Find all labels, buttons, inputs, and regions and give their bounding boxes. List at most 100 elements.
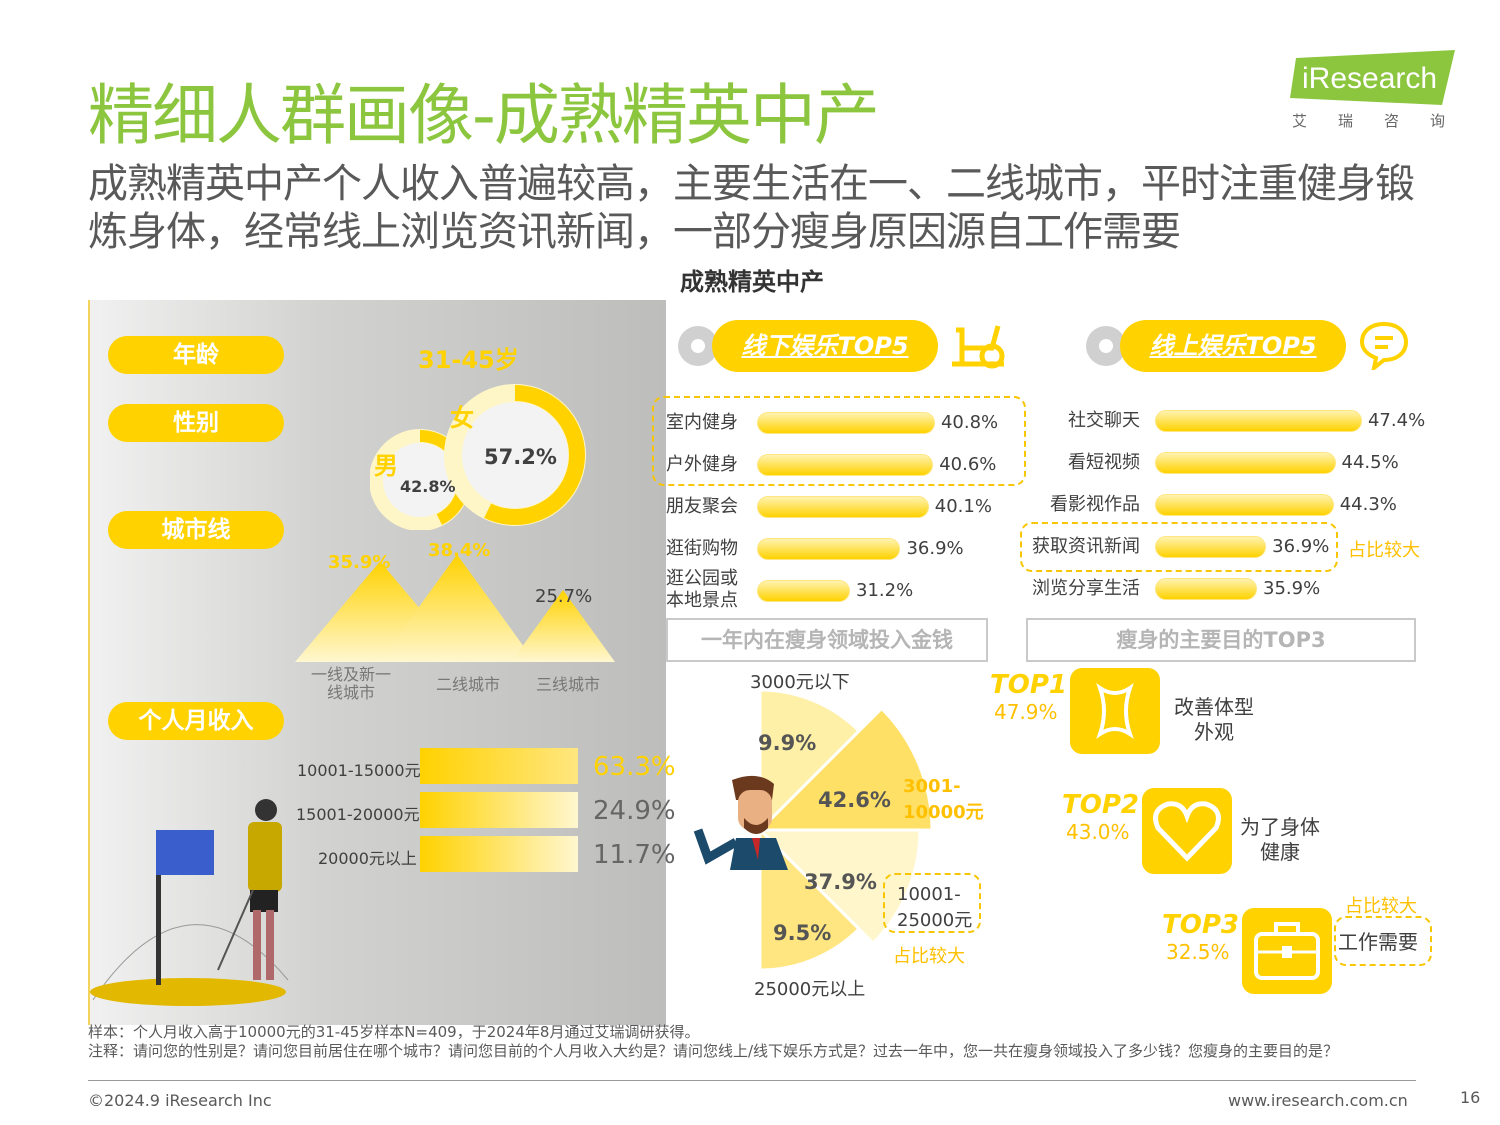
purpose-section-title: 瘦身的主要目的TOP3 [1026, 618, 1416, 662]
male-value: 42.8% [400, 477, 456, 496]
entertainment-bar [1155, 452, 1336, 474]
pie-category-label: 3001- 10000元 [903, 776, 984, 823]
entertainment-label: 逛公园或 本地景点 [666, 568, 738, 611]
entertainment-label: 户外健身 [666, 454, 738, 475]
income-category-label: 10001-15000元 [297, 761, 421, 780]
entertainment-bar [1155, 578, 1257, 600]
body-shape-icon [1070, 668, 1160, 754]
sample-note: 样本：个人月收入高于10000元的31-45岁样本N=409，于2024年8月通… [88, 1023, 700, 1041]
entertainment-value: 31.2% [856, 580, 914, 601]
purpose-rank: TOP3 [1162, 910, 1239, 940]
online-highlight-box [1020, 522, 1338, 572]
page-title: 精细人群画像-成熟精英中产 [88, 77, 880, 154]
city-chart [295, 554, 615, 662]
income-category-label: 20000元以上 [318, 849, 417, 868]
pie-slice-0 [758, 688, 862, 834]
heart-icon [1142, 788, 1232, 874]
purpose-value: 32.5% [1166, 940, 1230, 964]
entertainment-value: 36.9% [906, 538, 964, 559]
entertainment-value: 40.8% [940, 412, 999, 433]
female-label: 女 [450, 404, 474, 432]
income-value-label: 11.7% [593, 840, 676, 870]
businessman-illustration [693, 775, 788, 870]
spend-section-title: 一年内在瘦身领域投入金钱 [666, 618, 988, 662]
age-value: 31-45岁 [418, 346, 519, 374]
income-bar [420, 836, 578, 872]
entertainment-value: 35.9% [1263, 578, 1321, 599]
pie-value-label: 9.5% [773, 921, 832, 945]
purpose-value: 47.9% [994, 700, 1058, 724]
purpose-label: 改善体型 外观 [1174, 695, 1254, 744]
chat-bubble-icon [1359, 321, 1409, 370]
pie-slice-2 [756, 828, 922, 946]
entertainment-label: 看影视作品 [1050, 494, 1140, 515]
tab-online: 线上娱乐TOP5 [1120, 320, 1346, 372]
offline-highlight-box [652, 396, 1026, 486]
entertainment-bar [757, 412, 935, 434]
logo-cn: 艾瑞咨询 [1292, 112, 1477, 130]
income-category-label: 15001-20000元 [296, 805, 420, 824]
spend-highlight-box [883, 873, 981, 933]
pie-value-label: 37.9% [804, 870, 877, 894]
entertainment-value: 44.5% [1341, 452, 1399, 473]
svg-text:iResearch: iResearch [1302, 62, 1437, 95]
footer-divider [88, 1080, 1416, 1081]
city-value-label: 35.9% [328, 552, 391, 573]
city-category-label: 三线城市 [535, 675, 600, 694]
entertainment-label: 室内健身 [666, 412, 738, 433]
city-value-label: 25.7% [535, 586, 593, 607]
page-number: 16 [1460, 1088, 1481, 1107]
city-value-label: 38.4% [428, 540, 491, 561]
city-category-label: 二线城市 [435, 675, 500, 694]
entertainment-bar [1155, 536, 1267, 558]
tab-offline: 线下娱乐TOP5 [712, 320, 938, 372]
website-url: www.iresearch.com.cn [1228, 1091, 1408, 1110]
iresearch-logo: iResearch [1290, 50, 1455, 105]
entertainment-label: 社交聊天 [1068, 410, 1140, 431]
entertainment-label: 获取资讯新闻 [1032, 536, 1140, 557]
pill-city: 城市线 [108, 511, 284, 549]
pie-value-label: 42.6% [818, 788, 891, 812]
offline-disc-icon [678, 326, 718, 366]
pie-value-label: 9.9% [758, 731, 817, 755]
entertainment-bar [757, 580, 850, 602]
entertainment-bar [1155, 494, 1334, 516]
pill-gender: 性别 [108, 404, 284, 442]
spend-note: 占比较大 [893, 946, 965, 967]
city-mountain-1 [379, 554, 535, 662]
briefcase-icon [1242, 908, 1332, 994]
entertainment-value: 36.9% [1272, 536, 1330, 557]
entertainment-label: 看短视频 [1068, 452, 1140, 473]
pie-category-label: 3000元以下 [750, 672, 850, 693]
purpose-label: 为了身体 健康 [1240, 815, 1320, 864]
golfer-illustration [90, 799, 289, 1006]
income-value-label: 24.9% [593, 796, 676, 826]
pie-category-label: 25000元以上 [754, 979, 866, 1000]
male-label: 男 [374, 452, 398, 480]
spend-pie-chart [756, 688, 934, 972]
income-bar [420, 792, 578, 828]
online-disc-icon [1086, 326, 1126, 366]
page-subtitle: 成熟精英中产个人收入普遍较高，主要生活在一、二线城市，平时注重健身锻炼身体，经常… [88, 161, 1415, 255]
entertainment-value: 40.6% [939, 454, 997, 475]
pie-slice-1 [756, 706, 934, 832]
entertainment-value: 40.1% [934, 496, 992, 517]
purpose-note: 占比较大 [1345, 896, 1417, 917]
purpose-highlight-box [1334, 916, 1432, 966]
footnote: 注释：请问您的性别是？请问您目前居住在哪个城市？请问您目前的个人月收入大约是？请… [88, 1042, 1339, 1060]
entertainment-bar [1155, 410, 1362, 432]
income-value-label: 63.3% [593, 752, 676, 782]
gender-rings [370, 384, 586, 530]
entertainment-bar [757, 496, 929, 518]
city-category-label: 一线及新一线城市 [310, 665, 391, 702]
entertainment-bar [757, 538, 901, 560]
purpose-rank: TOP2 [1062, 790, 1139, 820]
pill-income: 个人月收入 [108, 702, 284, 740]
entertainment-value: 44.3% [1339, 494, 1397, 515]
female-ring-fill [445, 385, 585, 525]
purpose-rank: TOP1 [990, 670, 1067, 700]
section-title: 成熟精英中产 [680, 268, 824, 296]
online-note: 占比较大 [1348, 540, 1420, 561]
purpose-value: 43.0% [1066, 820, 1130, 844]
entertainment-bar [757, 454, 934, 476]
